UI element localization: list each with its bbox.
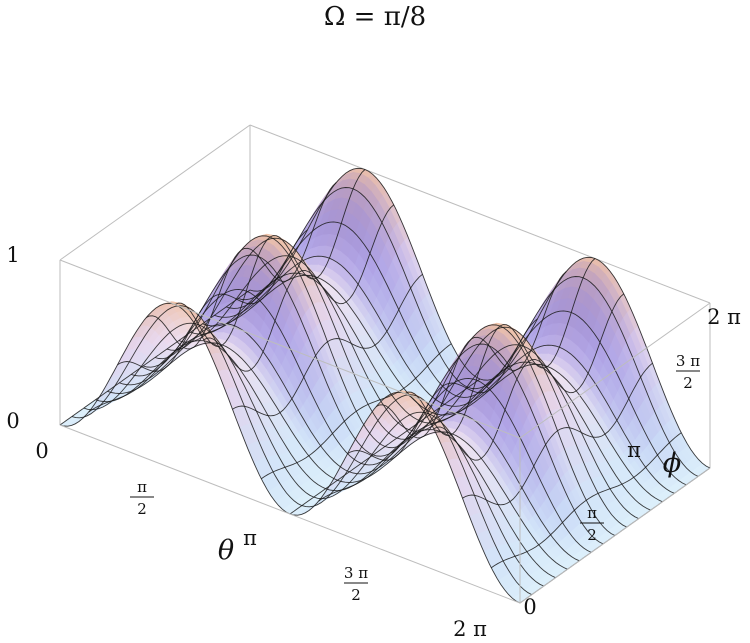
mesh-line-phi	[131, 288, 592, 553]
mesh-line-phi	[226, 221, 687, 486]
tick-label: 2 π	[453, 617, 487, 641]
mesh-line-phi	[249, 167, 711, 469]
tick-denominator: 2	[137, 500, 147, 518]
x-tick: 2 π	[453, 617, 487, 641]
mesh-line-phi	[214, 255, 675, 494]
mesh-line-phi	[142, 254, 604, 545]
mesh-line-phi	[154, 235, 616, 536]
x-tick: 0	[35, 439, 48, 463]
tick-numerator: 3 π	[676, 352, 700, 370]
tick-label: 0	[35, 439, 48, 463]
mesh-line-phi	[83, 322, 544, 587]
mesh-line-phi	[119, 323, 580, 562]
tick-denominator: 2	[683, 374, 693, 392]
mesh-line-phi	[95, 340, 556, 579]
tick-label: π	[243, 526, 257, 550]
mesh-line-phi	[190, 272, 651, 511]
tick-denominator: 2	[587, 526, 597, 544]
y-tick: 2 π	[707, 305, 741, 329]
box-edge	[519, 302, 711, 439]
y-tick: 3 π2	[676, 352, 700, 392]
tick-denominator: 2	[351, 586, 361, 604]
tick-numerator: 3 π	[344, 564, 368, 582]
mesh-line-phi	[237, 187, 699, 477]
mesh-line-phi	[107, 342, 568, 570]
y-tick: 0	[523, 595, 536, 619]
tick-label: 2 π	[707, 305, 741, 329]
box-edge	[59, 259, 521, 439]
z-tick: 1	[6, 243, 19, 267]
mesh-line-phi	[178, 255, 639, 520]
tick-label: 0	[523, 595, 536, 619]
tick-numerator: π	[587, 504, 597, 522]
box-edge	[59, 124, 251, 261]
x-tick: π2	[130, 478, 154, 518]
surface-mesh	[59, 167, 711, 604]
y-tick: π	[627, 438, 641, 462]
mesh-line-phi	[166, 237, 628, 528]
box-edge	[249, 124, 711, 304]
mesh-line-phi	[202, 274, 663, 503]
mesh-line-phi	[71, 305, 533, 596]
bounding-box-front	[59, 259, 711, 604]
tick-label: π	[627, 438, 641, 462]
y-tick: π2	[580, 504, 604, 544]
x-tick: π	[243, 526, 257, 550]
z-tick: 0	[6, 409, 19, 433]
box-edge	[59, 424, 521, 604]
y-axis-label: ϕ	[663, 448, 681, 479]
x-tick: 3 π2	[344, 564, 368, 604]
chart-title: Ω = π/8	[324, 2, 426, 32]
x-axis-label: θ	[218, 535, 234, 566]
tick-numerator: π	[137, 478, 147, 496]
z-tick-labels: 01	[6, 243, 19, 433]
box-edge	[519, 467, 711, 604]
